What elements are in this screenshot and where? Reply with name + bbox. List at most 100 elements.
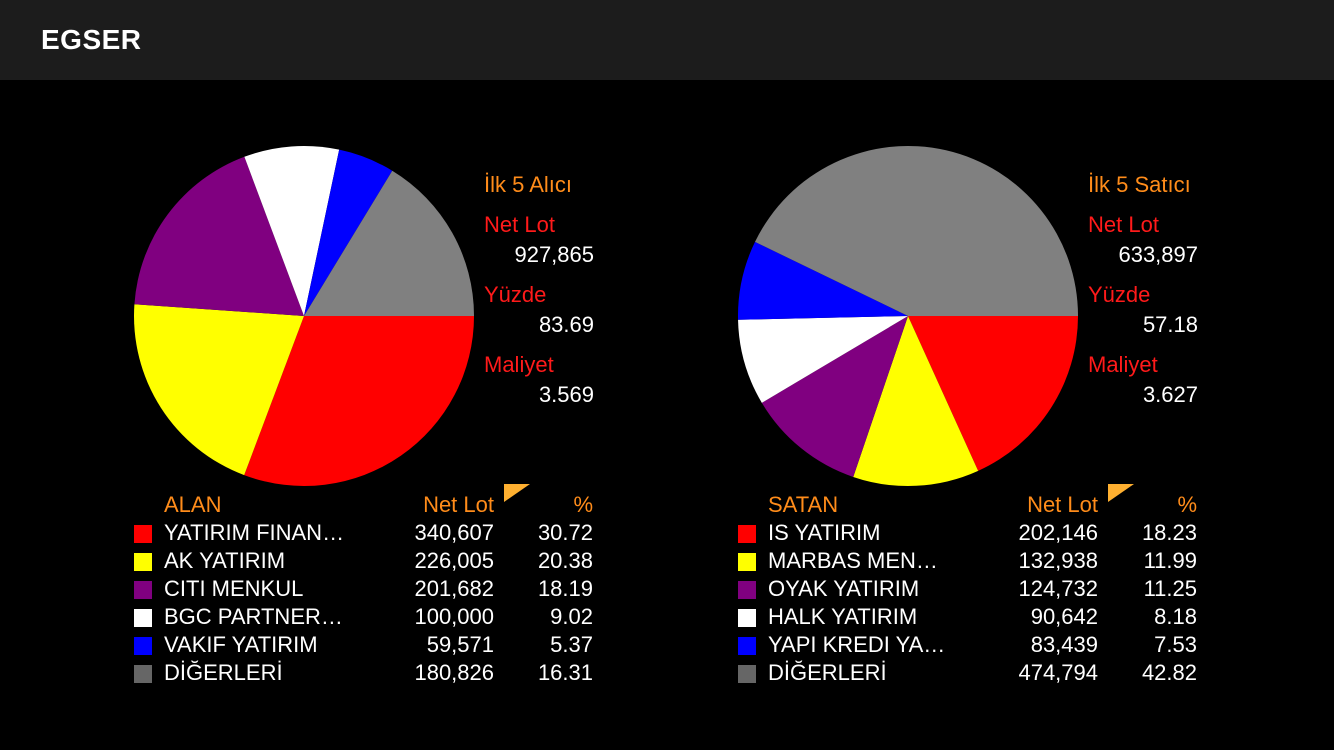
net-lot-value: 180,826 bbox=[414, 660, 494, 685]
sellers-percent-label: Yüzde bbox=[1088, 282, 1151, 307]
buyers-cost-value: 3.569 bbox=[538, 382, 594, 407]
table-row[interactable]: DİĞERLERİ 180,826 16.31 bbox=[133, 660, 603, 688]
sellers-heading: İlk 5 Satıcı bbox=[1088, 172, 1191, 197]
sellers-percent-value: 57.18 bbox=[1142, 312, 1198, 337]
buyers-summary: İlk 5 Alıcı Net Lot 927,865 Yüzde 83.69 … bbox=[484, 172, 594, 422]
col-header-percent[interactable]: % bbox=[1177, 492, 1197, 517]
table-row[interactable]: YAPI KREDI YA… 83,439 7.53 bbox=[737, 632, 1207, 660]
col-header-net-lot[interactable]: Net Lot bbox=[1027, 492, 1098, 517]
sort-corner-icon[interactable] bbox=[504, 484, 530, 504]
percent-value: 11.25 bbox=[1143, 576, 1197, 601]
legend-swatch bbox=[134, 609, 152, 627]
net-lot-value: 226,005 bbox=[414, 548, 494, 573]
pie-slice bbox=[738, 241, 908, 320]
broker-name: YAPI KREDI YA… bbox=[768, 632, 946, 657]
broker-name: DİĞERLERİ bbox=[768, 660, 887, 685]
table-row[interactable]: MARBAS MEN… 132,938 11.99 bbox=[737, 548, 1207, 576]
percent-value: 18.23 bbox=[1141, 520, 1197, 545]
sellers-pie-chart bbox=[738, 145, 1078, 486]
legend-swatch bbox=[738, 637, 756, 655]
broker-name: DİĞERLERİ bbox=[164, 660, 283, 685]
legend-swatch bbox=[134, 525, 152, 543]
broker-name: CITI MENKUL bbox=[164, 576, 304, 601]
broker-name: VAKIF YATIRIM bbox=[164, 632, 318, 657]
buyers-pie-chart bbox=[134, 146, 474, 486]
legend-swatch bbox=[134, 637, 152, 655]
buyers-percent-label: Yüzde bbox=[484, 282, 547, 307]
buyers-net-lot-value: 927,865 bbox=[514, 242, 594, 267]
col-header-satan[interactable]: SATAN bbox=[768, 492, 839, 517]
col-header-net-lot[interactable]: Net Lot bbox=[423, 492, 494, 517]
pie-slice bbox=[853, 316, 979, 486]
percent-value: 18.19 bbox=[537, 576, 593, 601]
sellers-net-lot-value: 633,897 bbox=[1118, 242, 1198, 267]
sellers-table-header: SATAN Net Lot % bbox=[737, 484, 1207, 520]
buyers-table-header: ALAN Net Lot % bbox=[133, 484, 603, 520]
broker-name: YATIRIM FINAN… bbox=[164, 520, 345, 545]
net-lot-value: 340,607 bbox=[414, 520, 494, 545]
net-lot-value: 201,682 bbox=[414, 576, 494, 601]
table-row[interactable]: IS YATIRIM 202,146 18.23 bbox=[737, 520, 1207, 548]
broker-name: IS YATIRIM bbox=[768, 520, 881, 545]
table-row[interactable]: YATIRIM FINAN… 340,607 30.72 bbox=[133, 520, 603, 548]
pie-slice bbox=[738, 316, 908, 403]
buyers-panel: İlk 5 Alıcı Net Lot 927,865 Yüzde 83.69 … bbox=[0, 80, 667, 750]
net-lot-value: 83,439 bbox=[1030, 632, 1098, 657]
legend-swatch bbox=[738, 665, 756, 683]
buyers-heading: İlk 5 Alıcı bbox=[484, 172, 573, 197]
percent-value: 16.31 bbox=[537, 660, 593, 685]
legend-swatch bbox=[738, 609, 756, 627]
broker-name: MARBAS MEN… bbox=[768, 548, 938, 573]
net-lot-value: 474,794 bbox=[1018, 660, 1098, 685]
buyers-net-lot-label: Net Lot bbox=[484, 212, 555, 237]
table-row[interactable]: BGC PARTNER… 100,000 9.02 bbox=[133, 604, 603, 632]
app-header: EGSER bbox=[0, 0, 1334, 80]
percent-value: 5.37 bbox=[550, 632, 593, 657]
legend-swatch bbox=[738, 581, 756, 599]
col-header-percent[interactable]: % bbox=[573, 492, 593, 517]
broker-name: OYAK YATIRIM bbox=[768, 576, 920, 601]
net-lot-value: 59,571 bbox=[426, 632, 494, 657]
sellers-cost-value: 3.627 bbox=[1142, 382, 1198, 407]
table-row[interactable]: AK YATIRIM 226,005 20.38 bbox=[133, 548, 603, 576]
col-header-alan[interactable]: ALAN bbox=[164, 492, 222, 517]
legend-swatch bbox=[134, 665, 152, 683]
table-row[interactable]: OYAK YATIRIM 124,732 11.25 bbox=[737, 576, 1207, 604]
table-row[interactable]: HALK YATIRIM 90,642 8.18 bbox=[737, 604, 1207, 632]
table-row[interactable]: CITI MENKUL 201,682 18.19 bbox=[133, 576, 603, 604]
pie-slice bbox=[755, 145, 1078, 316]
legend-swatch bbox=[134, 553, 152, 571]
percent-value: 42.82 bbox=[1141, 660, 1197, 685]
pie-slice bbox=[244, 316, 474, 486]
percent-value: 8.18 bbox=[1154, 604, 1197, 629]
percent-value: 9.02 bbox=[550, 604, 593, 629]
broker-name: HALK YATIRIM bbox=[768, 604, 918, 629]
net-lot-value: 100,000 bbox=[414, 604, 494, 629]
pie-slice bbox=[134, 304, 304, 476]
buyers-percent-value: 83.69 bbox=[538, 312, 594, 337]
net-lot-value: 90,642 bbox=[1030, 604, 1098, 629]
sellers-summary: İlk 5 Satıcı Net Lot 633,897 Yüzde 57.18… bbox=[1088, 172, 1198, 422]
table-row[interactable]: VAKIF YATIRIM 59,571 5.37 bbox=[133, 632, 603, 660]
pie-slice bbox=[908, 316, 1078, 471]
sellers-net-lot-label: Net Lot bbox=[1088, 212, 1159, 237]
net-lot-value: 132,938 bbox=[1018, 548, 1098, 573]
sort-corner-icon[interactable] bbox=[1108, 484, 1134, 504]
percent-value: 11.99 bbox=[1143, 548, 1197, 573]
sellers-table: SATAN Net Lot % IS YATIRIM 202,146 18.23 MA… bbox=[737, 484, 1207, 688]
percent-value: 7.53 bbox=[1154, 632, 1197, 657]
table-row[interactable]: DİĞERLERİ 474,794 42.82 bbox=[737, 660, 1207, 688]
buyers-cost-label: Maliyet bbox=[484, 352, 554, 377]
net-lot-value: 202,146 bbox=[1018, 520, 1098, 545]
pie-slice bbox=[761, 316, 908, 477]
broker-name: AK YATIRIM bbox=[164, 548, 286, 573]
pie-slice bbox=[244, 146, 340, 316]
sellers-cost-label: Maliyet bbox=[1088, 352, 1158, 377]
legend-swatch bbox=[134, 581, 152, 599]
buyers-table: ALAN Net Lot % YATIRIM FINAN… 340,607 30.7… bbox=[133, 484, 603, 688]
pie-slice bbox=[304, 149, 393, 316]
broker-name: BGC PARTNER… bbox=[164, 604, 343, 629]
legend-swatch bbox=[738, 525, 756, 543]
pie-slice bbox=[304, 170, 474, 316]
net-lot-value: 124,732 bbox=[1018, 576, 1098, 601]
